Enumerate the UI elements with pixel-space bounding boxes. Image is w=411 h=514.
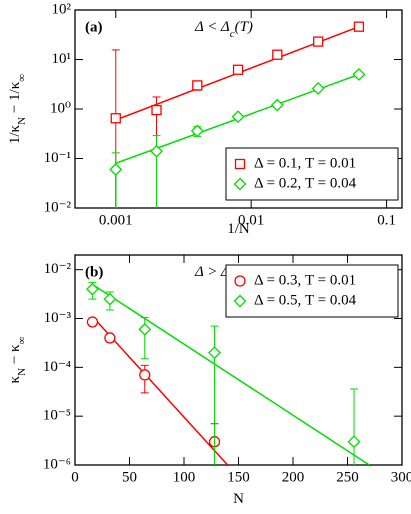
marker	[233, 294, 247, 308]
x-tick-label: 0.1	[377, 212, 396, 228]
marker	[233, 177, 247, 191]
plot-area	[109, 21, 366, 208]
marker	[110, 113, 121, 124]
y-axis-label-part: ∞	[16, 336, 28, 344]
y-axis-label-part: κ	[7, 375, 23, 383]
marker	[86, 316, 99, 328]
y-tick-label: 10⁻⁴	[43, 359, 71, 375]
marker	[353, 21, 365, 32]
x-axis-label: N	[233, 491, 244, 507]
y-tick-label: 10⁻²	[44, 199, 72, 215]
marker	[208, 346, 221, 360]
y-tick-label: 10¹	[52, 51, 72, 67]
marker	[234, 158, 246, 170]
x-axis-label: 1/N	[227, 221, 250, 237]
legend-label: Δ = 0.2, T = 0.04	[254, 175, 357, 191]
y-tick-label: 10⁻¹	[44, 150, 71, 166]
marker	[138, 322, 152, 336]
condition-label-part: Δ < Δ	[194, 19, 230, 35]
legend-label: Δ = 0.5, T = 0.04	[254, 292, 357, 308]
x-tick-label: 250	[336, 469, 359, 485]
condition-label-part: Δ > Δ	[194, 264, 230, 280]
marker	[311, 82, 325, 95]
y-tick-label: 10⁻⁶	[43, 456, 71, 472]
y-axis-label-part: − κ	[7, 344, 23, 368]
legend-box	[225, 264, 399, 318]
x-tick-label: 0	[71, 469, 79, 485]
y-axis-label: κN − κ∞	[7, 336, 27, 383]
y-tick-label: 10⁻²	[44, 261, 72, 277]
y-axis-label-part: ∞	[16, 74, 28, 82]
y-tick-label: 10⁻⁵	[43, 408, 71, 424]
marker	[347, 435, 361, 449]
x-tick-label: 0.001	[99, 212, 133, 228]
y-axis-label-part: N	[16, 368, 28, 376]
y-axis-label-part: 1/κ	[7, 124, 23, 144]
legend-box	[225, 147, 399, 201]
x-tick-label: 300	[391, 469, 411, 485]
marker	[192, 80, 203, 91]
x-tick-label: 150	[227, 469, 250, 485]
fit-line	[92, 283, 370, 465]
marker	[272, 49, 283, 60]
legend-label: Δ = 0.3, T = 0.01	[254, 272, 356, 288]
marker	[104, 332, 116, 344]
x-tick-label: 100	[173, 469, 196, 485]
plot-area	[86, 281, 370, 465]
marker	[232, 64, 244, 75]
marker	[151, 104, 162, 116]
y-tick-label: 10⁻³	[44, 310, 72, 326]
x-axis-label-part: 1/N	[227, 221, 250, 237]
legend-label: Δ = 0.1, T = 0.01	[254, 155, 356, 171]
panel-label: (a)	[85, 19, 103, 35]
marker	[150, 144, 163, 158]
condition-label-part: c	[230, 28, 235, 40]
panel-label: (b)	[85, 264, 103, 280]
x-axis-label-part: N	[233, 491, 244, 507]
marker	[313, 36, 324, 47]
y-axis-label: 1/κN − 1/κ∞	[7, 74, 27, 144]
y-axis-label-part: N	[16, 117, 28, 125]
y-tick-label: 10⁰	[50, 100, 71, 116]
marker	[231, 110, 245, 124]
x-tick-label: 50	[122, 469, 137, 485]
fit-line	[91, 315, 229, 465]
marker	[270, 98, 284, 112]
marker	[234, 275, 246, 287]
x-tick-label: 0.01	[238, 212, 264, 228]
marker	[103, 292, 117, 306]
marker	[139, 369, 151, 381]
marker	[190, 124, 204, 138]
y-axis-label-part: − 1/κ	[7, 81, 23, 117]
x-tick-label: 200	[282, 469, 305, 485]
condition-label: Δ < Δc(T)	[194, 19, 253, 39]
condition-label-part: (T)	[235, 19, 253, 35]
y-tick-label: 10²	[52, 1, 72, 17]
marker	[109, 163, 123, 176]
marker	[86, 282, 99, 296]
marker	[352, 67, 366, 81]
